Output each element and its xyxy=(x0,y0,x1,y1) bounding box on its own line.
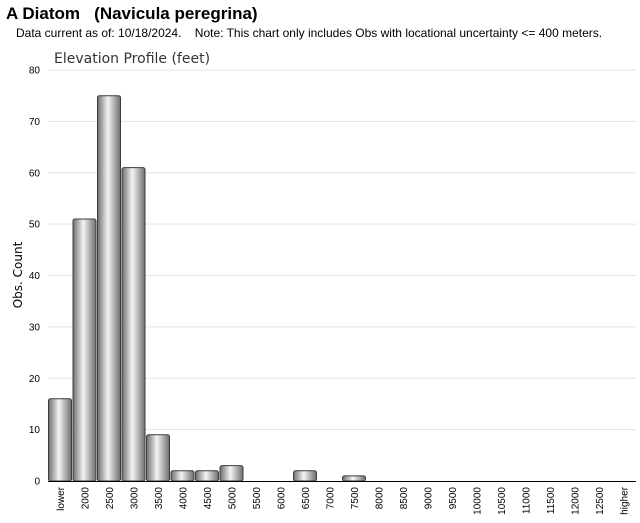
bar xyxy=(48,398,72,482)
x-tick-label: 3500 xyxy=(154,487,165,510)
bar xyxy=(146,434,170,482)
x-tick-label: 4000 xyxy=(179,487,190,510)
y-axis-title: Obs. Count xyxy=(11,241,25,308)
y-tick-label: 80 xyxy=(29,66,41,77)
y-tick-label: 30 xyxy=(29,322,41,333)
bar xyxy=(342,475,366,482)
x-tick-label: 11000 xyxy=(522,487,533,515)
axes: 0 10 20 30 40 50 60 70 80 lower 2000 2500 3000 3500 40… xyxy=(29,66,636,515)
x-tick-label: 9500 xyxy=(448,487,459,510)
y-tick-label: 0 xyxy=(34,477,40,488)
x-tick-label: 5000 xyxy=(228,487,239,510)
x-tick-label: 7000 xyxy=(326,487,337,510)
x-tick-label: 10500 xyxy=(497,487,508,515)
bar xyxy=(121,167,146,482)
chart-title: Elevation Profile (feet) xyxy=(54,51,210,67)
x-tick-label: 3000 xyxy=(130,487,141,510)
bar xyxy=(293,470,317,482)
page-title: A Diatom (Navicula peregrina) xyxy=(6,4,258,23)
data-note: Data current as of: 10/18/2024. Note: Th… xyxy=(16,26,603,40)
bar xyxy=(72,218,97,482)
x-tick-label: 6000 xyxy=(277,487,288,510)
bar xyxy=(170,470,195,482)
x-tick-label: 10000 xyxy=(473,487,484,515)
grid-lines xyxy=(48,69,636,431)
x-tick-label: 12500 xyxy=(595,487,606,515)
x-tick-label: lower xyxy=(56,486,67,511)
x-tick-label: 8500 xyxy=(399,487,410,510)
bar xyxy=(97,95,121,482)
x-tick-label: 5500 xyxy=(252,487,263,510)
y-tick-label: 60 xyxy=(29,168,41,179)
y-tick-label: 20 xyxy=(29,374,41,385)
x-tick-label: 9000 xyxy=(424,487,435,510)
x-tick-label: 8000 xyxy=(375,487,386,510)
x-tick-label: 2500 xyxy=(105,487,116,510)
y-tick-label: 70 xyxy=(29,117,41,128)
x-tick-label: 6500 xyxy=(301,487,312,510)
x-tick-label: 7500 xyxy=(350,487,361,510)
bar xyxy=(219,465,244,482)
x-tick-label: 11500 xyxy=(546,487,557,515)
x-tick-label: higher xyxy=(620,486,631,514)
x-tick-label: 2000 xyxy=(81,487,92,510)
bars xyxy=(48,95,366,482)
x-tick-label: 4500 xyxy=(203,487,214,510)
y-tick-label: 40 xyxy=(29,271,41,282)
y-tick-label: 50 xyxy=(29,220,41,231)
x-tick-label: 12000 xyxy=(571,487,582,515)
bar xyxy=(195,470,219,482)
y-tick-label: 10 xyxy=(29,425,41,436)
